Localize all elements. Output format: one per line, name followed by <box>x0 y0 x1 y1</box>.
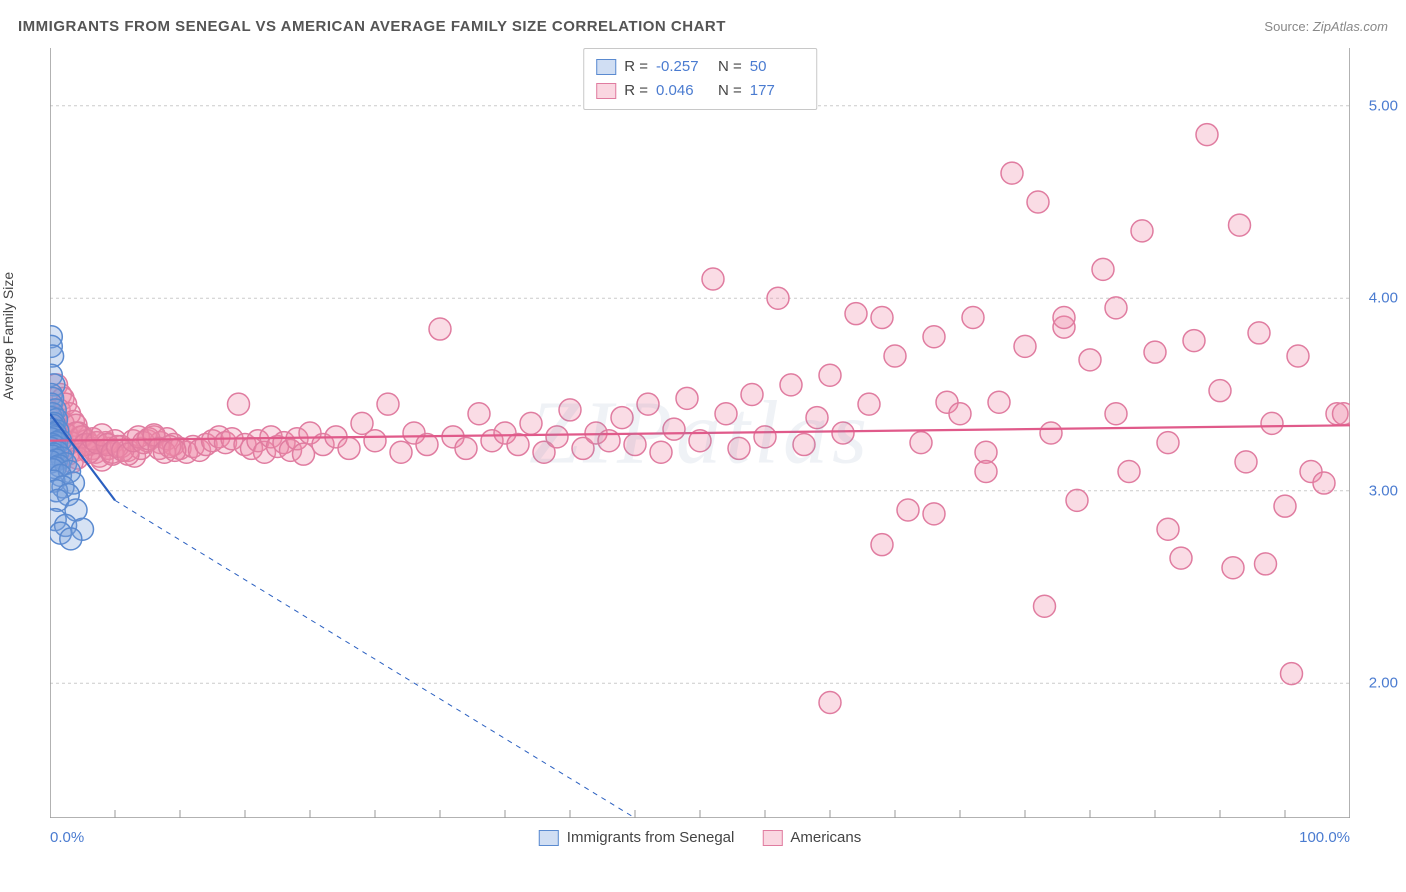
y-axis-label: Average Family Size <box>0 272 16 400</box>
n-label: N = <box>718 55 742 79</box>
n-label: N = <box>718 79 742 103</box>
r-value-americans: 0.046 <box>656 79 710 103</box>
n-value-americans: 177 <box>750 79 804 103</box>
scatter-plot <box>50 48 1350 818</box>
legend-series: Immigrants from Senegal Americans <box>539 829 861 846</box>
r-label: R = <box>624 55 648 79</box>
y-tick-label: 4.00 <box>1369 290 1398 307</box>
legend-row-americans: R = 0.046 N = 177 <box>596 79 804 103</box>
chart-area: ZIPatlas R = -0.257 N = 50 R = 0.046 N =… <box>50 48 1350 818</box>
swatch-americans-icon <box>596 83 616 99</box>
r-value-senegal: -0.257 <box>656 55 710 79</box>
chart-title: IMMIGRANTS FROM SENEGAL VS AMERICAN AVER… <box>18 18 726 35</box>
r-label: R = <box>624 79 648 103</box>
x-axis-max-label: 100.0% <box>1299 829 1350 846</box>
legend-item-senegal: Immigrants from Senegal <box>539 829 735 846</box>
legend-stats-box: R = -0.257 N = 50 R = 0.046 N = 177 <box>583 48 817 110</box>
source-value: ZipAtlas.com <box>1313 19 1388 34</box>
legend-label-senegal: Immigrants from Senegal <box>567 829 735 846</box>
y-tick-label: 5.00 <box>1369 97 1398 114</box>
y-tick-label: 2.00 <box>1369 675 1398 692</box>
swatch-senegal-icon <box>539 830 559 846</box>
y-tick-label: 3.00 <box>1369 482 1398 499</box>
source-attribution: Source: ZipAtlas.com <box>1264 19 1388 34</box>
legend-item-americans: Americans <box>762 829 861 846</box>
swatch-senegal-icon <box>596 59 616 75</box>
legend-row-senegal: R = -0.257 N = 50 <box>596 55 804 79</box>
x-axis-min-label: 0.0% <box>50 829 84 846</box>
chart-header: IMMIGRANTS FROM SENEGAL VS AMERICAN AVER… <box>18 18 1388 35</box>
n-value-senegal: 50 <box>750 55 804 79</box>
source-label: Source: <box>1264 19 1309 34</box>
legend-label-americans: Americans <box>790 829 861 846</box>
swatch-americans-icon <box>762 830 782 846</box>
